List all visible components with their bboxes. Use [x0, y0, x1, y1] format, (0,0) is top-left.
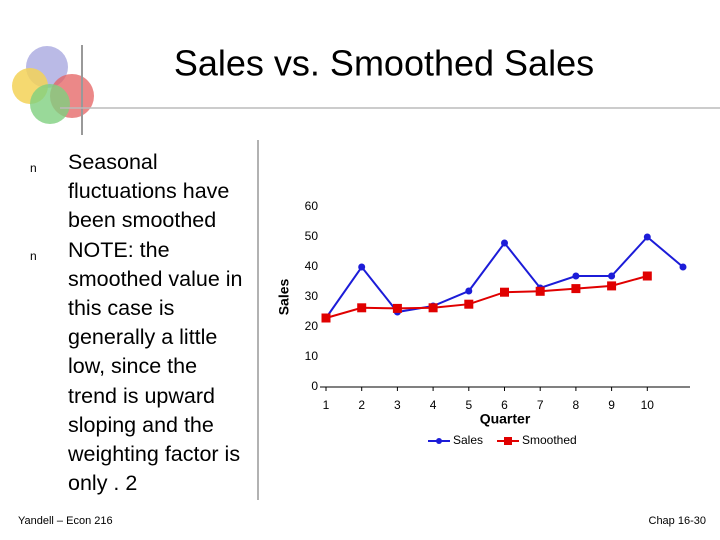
x-tick-label: 2 — [358, 398, 365, 412]
marker — [501, 239, 508, 247]
bullet: n NOTE: the smoothed value in this case i… — [30, 236, 252, 499]
marker — [358, 263, 366, 271]
x-tick-label: 10 — [641, 398, 655, 412]
legend-label: Sales — [453, 433, 483, 447]
marker — [428, 303, 438, 313]
x-tick-label: 1 — [323, 398, 330, 412]
footer-right: Chap 16-30 — [649, 515, 707, 527]
marker — [500, 287, 509, 297]
marker — [464, 299, 474, 309]
y-tick-label: 60 — [305, 199, 319, 213]
y-axis-label: Sales — [276, 278, 292, 315]
series-line — [325, 275, 648, 319]
marker — [643, 233, 651, 241]
y-tick-label: 0 — [311, 379, 318, 393]
x-tick-label: 5 — [465, 398, 472, 412]
y-tick-label: 30 — [305, 289, 319, 303]
legend-marker — [504, 437, 512, 445]
bullet-text: Seasonal fluctuations have been smoothed — [68, 150, 230, 233]
decor-circle — [30, 84, 70, 124]
x-tick-label: 3 — [394, 398, 401, 412]
y-tick-label: 20 — [305, 319, 319, 333]
marker — [392, 303, 402, 313]
x-tick-label: 6 — [501, 398, 508, 412]
marker — [642, 271, 652, 281]
x-tick-label: 4 — [430, 398, 437, 412]
bullet-marker: n — [30, 161, 37, 175]
legend-label: Smoothed — [522, 433, 577, 447]
marker — [535, 286, 545, 296]
bullet: n Seasonal fluctuations have been smoothe… — [30, 148, 252, 236]
bullet-list: n Seasonal fluctuations have been smoothe… — [30, 148, 252, 498]
marker — [679, 263, 687, 271]
footer-left: Yandell – Econ 216 — [18, 515, 113, 527]
y-tick-label: 40 — [305, 259, 319, 273]
marker — [357, 303, 367, 313]
x-tick-label: 9 — [608, 398, 615, 412]
x-axis-label: Quarter — [480, 411, 531, 427]
series-line — [325, 235, 684, 319]
y-tick-label: 50 — [305, 229, 319, 243]
marker — [607, 281, 617, 291]
marker — [465, 287, 473, 295]
marker — [321, 313, 331, 323]
bullet-text: NOTE: the smoothed value in this case is… — [68, 237, 243, 496]
slide-title: Sales vs. Smoothed Sales — [174, 43, 594, 84]
x-tick-label: 8 — [573, 398, 580, 412]
marker — [608, 272, 616, 280]
legend-marker — [436, 438, 442, 444]
marker — [572, 272, 580, 280]
marker — [571, 284, 581, 294]
x-tick-label: 7 — [537, 398, 544, 412]
bullet-marker: n — [30, 248, 37, 263]
y-tick-label: 10 — [305, 349, 319, 363]
